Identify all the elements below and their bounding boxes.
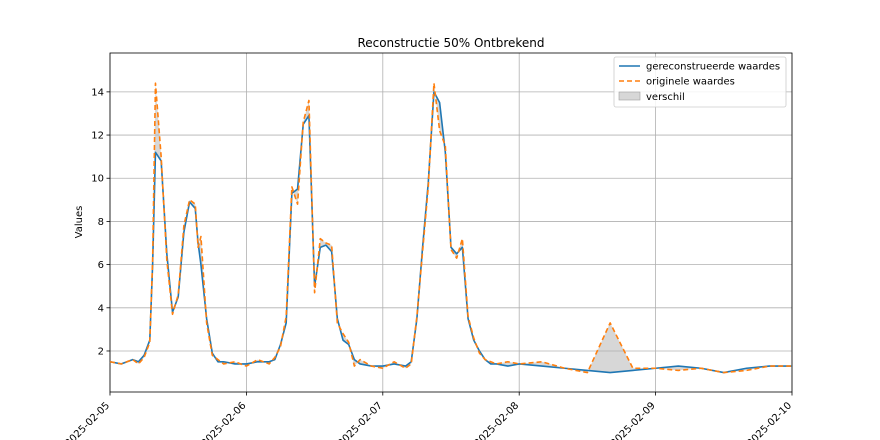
y-tick-label: 10 <box>91 174 104 185</box>
chart-title: Reconstructie 50% Ontbrekend <box>357 36 544 50</box>
y-tick-label: 14 <box>91 87 104 98</box>
series-line-1 <box>109 82 792 374</box>
y-tick-label: 8 <box>98 217 104 228</box>
legend-label-reconstructed: gereconstrueerde waardes <box>646 62 780 73</box>
legend-label-original: originele waardes <box>646 77 735 88</box>
legend: gereconstrueerde waardes originele waard… <box>613 56 787 108</box>
legend-label-difference: verschil <box>646 92 685 103</box>
y-tick-label: 4 <box>98 303 104 314</box>
y-axis-label: Values <box>74 206 85 239</box>
legend-box <box>613 56 787 108</box>
y-tick-label: 12 <box>91 131 104 142</box>
y-tick-label: 2 <box>98 346 104 357</box>
plot-area-frame <box>109 52 793 393</box>
series-layer <box>109 82 792 374</box>
y-axis: 2 4 6 8 10 12 14 <box>91 87 110 357</box>
y-tick-label: 6 <box>98 260 104 271</box>
legend-swatch-difference <box>618 91 641 101</box>
